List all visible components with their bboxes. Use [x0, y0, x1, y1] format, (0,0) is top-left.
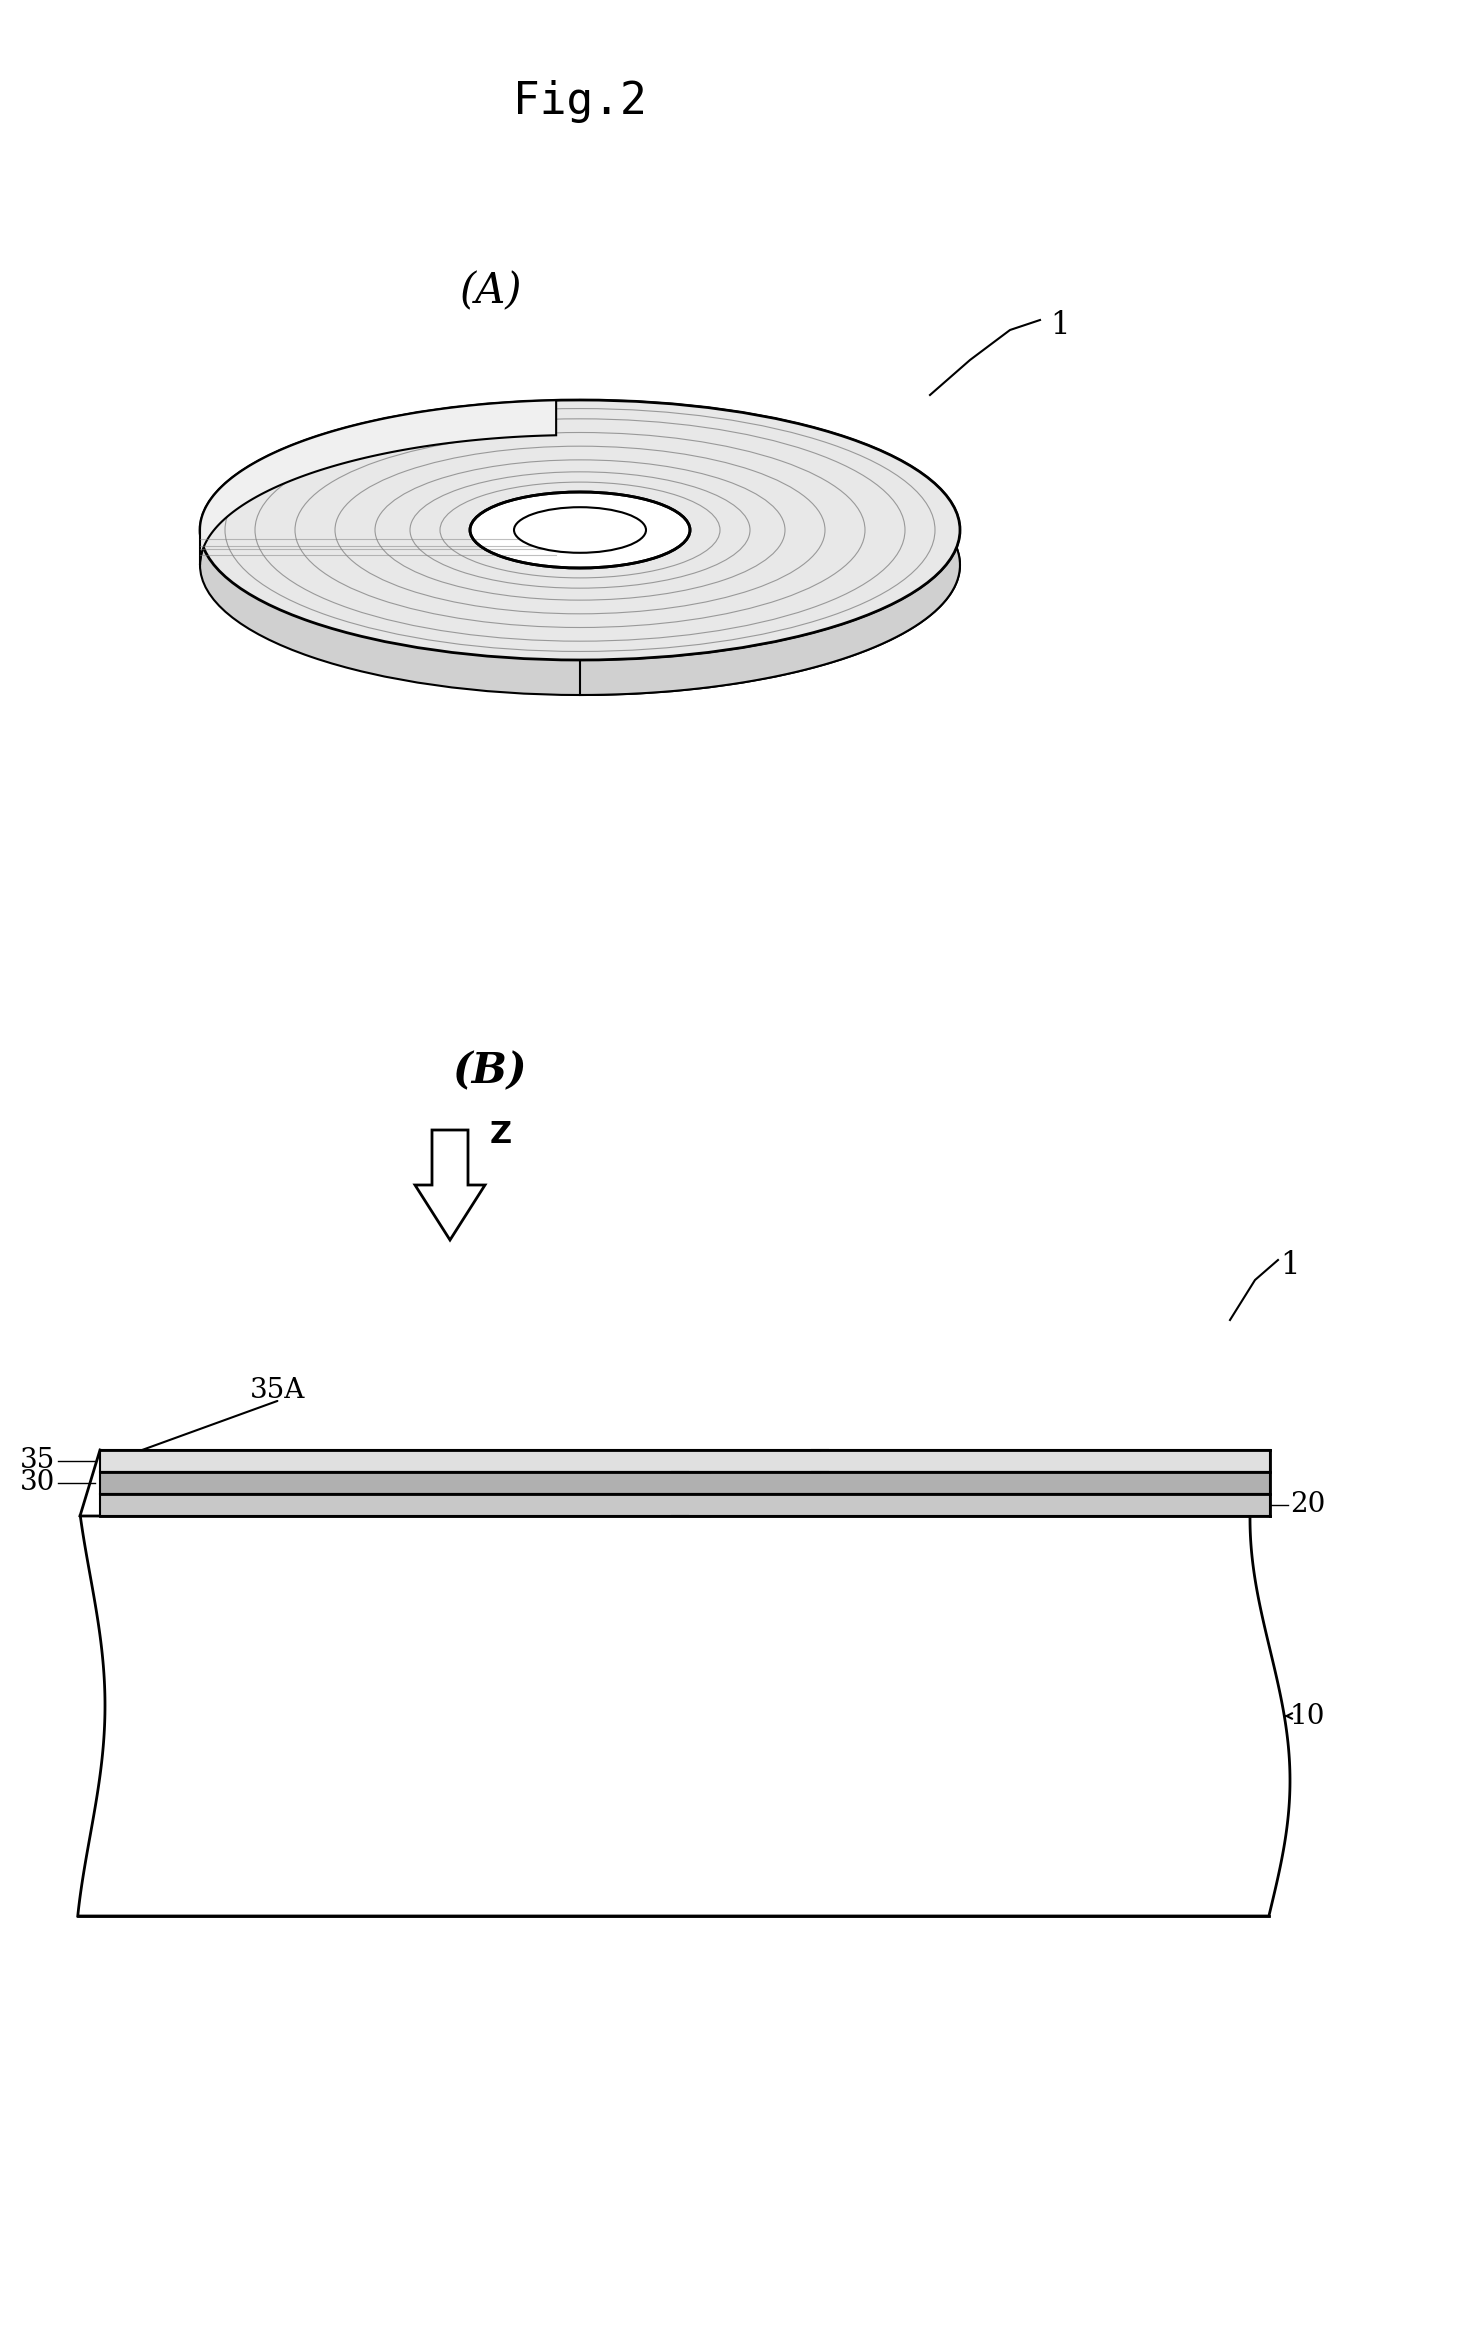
Ellipse shape [200, 399, 959, 661]
Polygon shape [101, 1494, 1270, 1515]
Text: 10: 10 [1290, 1702, 1325, 1730]
Text: 30: 30 [19, 1469, 55, 1497]
Polygon shape [101, 1471, 1270, 1494]
Text: (B): (B) [452, 1051, 528, 1093]
Polygon shape [200, 399, 555, 565]
Text: 2μm: 2μm [825, 1450, 881, 1473]
Polygon shape [101, 1450, 1270, 1471]
Text: 98μm: 98μm [598, 1483, 671, 1506]
Polygon shape [77, 1515, 1290, 1917]
Text: 1: 1 [1280, 1249, 1299, 1282]
Polygon shape [580, 399, 959, 696]
Ellipse shape [200, 434, 959, 696]
Text: 20: 20 [1290, 1492, 1325, 1518]
Text: 1: 1 [1050, 311, 1070, 341]
Ellipse shape [515, 507, 646, 553]
Text: 35: 35 [20, 1448, 55, 1473]
Text: Z: Z [490, 1121, 512, 1149]
Text: 35A: 35A [249, 1378, 305, 1403]
Polygon shape [416, 1130, 486, 1240]
Text: Fig.2: Fig.2 [513, 79, 647, 124]
Text: (A): (A) [459, 271, 522, 313]
Ellipse shape [469, 493, 690, 567]
